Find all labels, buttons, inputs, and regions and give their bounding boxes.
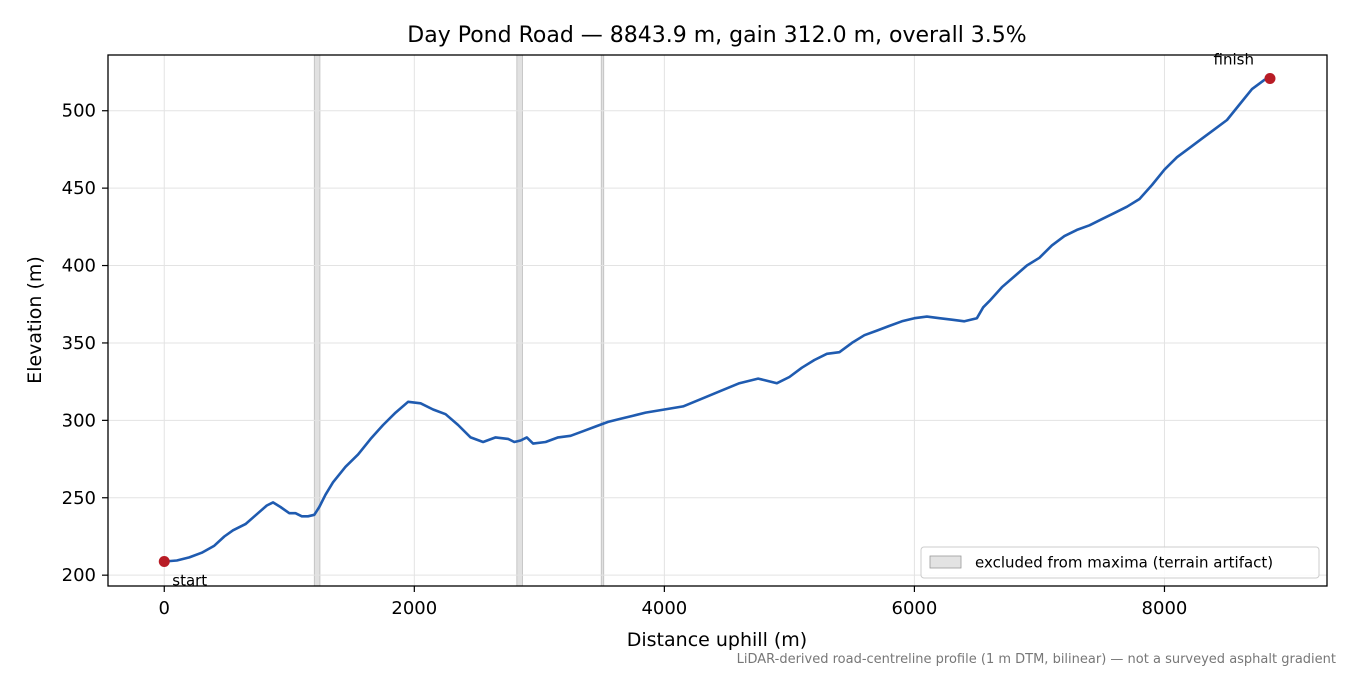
finish-label: finish xyxy=(1214,51,1254,69)
y-tick-label: 500 xyxy=(62,101,96,122)
y-tick-label: 200 xyxy=(62,565,96,586)
legend: excluded from maxima (terrain artifact) xyxy=(920,546,1320,579)
elevation-line-1 xyxy=(163,76,1272,563)
finish-marker xyxy=(1264,73,1276,85)
legend-label-excluded: excluded from maxima (terrain artifact) xyxy=(975,554,1273,572)
x-tick-label: 6000 xyxy=(892,598,938,619)
start-marker xyxy=(158,556,170,568)
legend-swatch-excluded xyxy=(929,555,962,569)
x-tick-label: 2000 xyxy=(391,598,437,619)
footnote: LiDAR-derived road-centreline profile (1… xyxy=(736,652,1336,667)
x-tick-label: 4000 xyxy=(641,598,687,619)
y-tick-label: 450 xyxy=(62,178,96,199)
y-tick-label: 250 xyxy=(62,488,96,509)
y-axis-label: Elevation (m) xyxy=(24,256,46,384)
chart-title: Day Pond Road — 8843.9 m, gain 312.0 m, … xyxy=(407,23,1026,48)
start-label: start xyxy=(172,572,207,590)
y-tick-label: 300 xyxy=(62,410,96,431)
excluded-band-2 xyxy=(516,54,523,587)
y-tick-label: 400 xyxy=(62,256,96,277)
excluded-band-3 xyxy=(600,54,605,587)
plot-frame xyxy=(107,54,1328,587)
legend-box xyxy=(920,546,1320,579)
y-tick-label: 350 xyxy=(62,333,96,354)
x-axis-label: Distance uphill (m) xyxy=(627,629,807,651)
x-tick-label: 8000 xyxy=(1142,598,1188,619)
x-tick-label: 0 xyxy=(159,598,170,619)
